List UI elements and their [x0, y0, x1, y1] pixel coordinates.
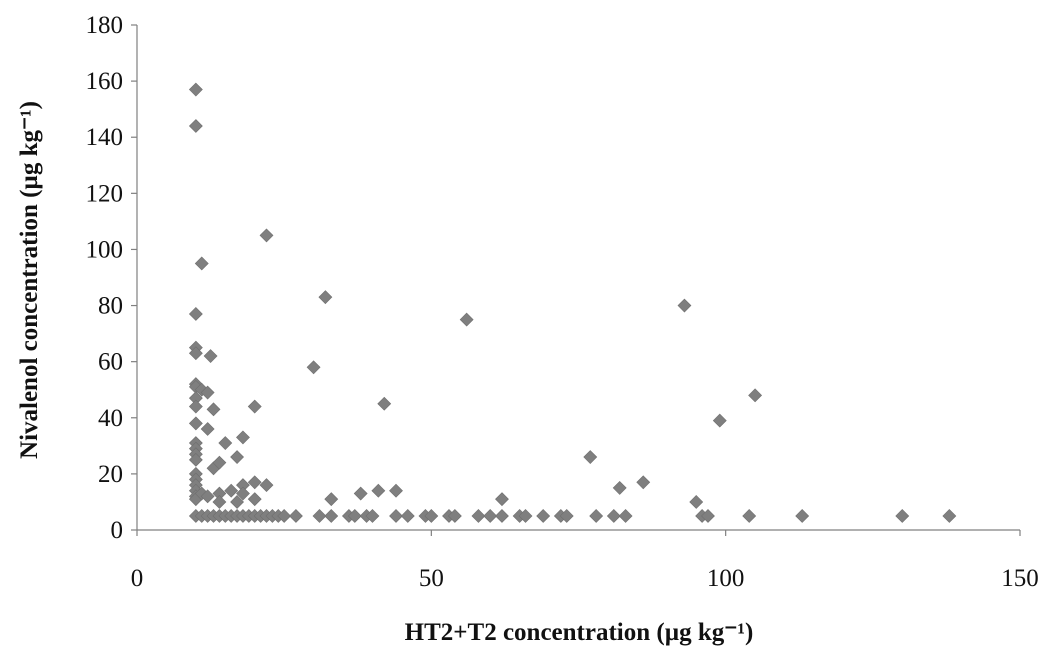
data-point	[200, 489, 215, 504]
data-point	[495, 509, 509, 523]
data-point	[347, 509, 362, 523]
data-point	[194, 256, 209, 271]
data-point	[471, 509, 486, 523]
data-point	[483, 509, 498, 523]
data-point	[618, 509, 633, 523]
data-point	[236, 486, 250, 501]
data-point	[212, 495, 227, 509]
data-point	[259, 228, 274, 243]
data-point	[230, 495, 244, 509]
data-point	[389, 483, 403, 498]
data-point	[795, 509, 810, 523]
data-point	[518, 509, 533, 523]
data-point	[677, 298, 692, 313]
x-axis-title: HT2+T2 concentration (µg kg⁻¹)	[405, 619, 754, 646]
x-tick-label: 100	[707, 565, 745, 592]
data-point	[247, 399, 262, 414]
data-point	[400, 509, 415, 523]
y-tick-label: 20	[98, 461, 123, 488]
y-tick-label: 180	[86, 12, 124, 39]
data-point	[324, 492, 339, 507]
x-tick-label: 50	[419, 565, 444, 592]
data-point	[312, 509, 327, 523]
data-point	[188, 452, 203, 467]
data-point	[188, 346, 203, 361]
data-point	[188, 307, 203, 321]
y-tick-label: 40	[98, 405, 123, 432]
data-point	[748, 388, 763, 403]
data-point	[224, 483, 239, 498]
data-point	[365, 509, 380, 523]
data-point	[589, 509, 604, 523]
data-point	[259, 478, 274, 493]
data-point	[212, 455, 227, 470]
data-point	[559, 509, 574, 523]
data-point	[200, 385, 215, 400]
data-point	[200, 422, 215, 436]
x-tick-label: 150	[1001, 565, 1039, 592]
data-point	[689, 495, 704, 509]
data-points	[188, 82, 957, 523]
data-point	[306, 360, 321, 375]
data-point	[289, 509, 303, 523]
data-point	[606, 509, 621, 523]
y-tick-label: 160	[86, 68, 124, 95]
data-point	[742, 509, 757, 523]
data-point	[583, 450, 598, 464]
data-point	[895, 509, 910, 523]
y-tick-label: 140	[86, 124, 124, 151]
axes	[131, 24, 1021, 536]
data-point	[459, 312, 474, 327]
data-point	[536, 509, 551, 523]
data-point	[188, 82, 203, 97]
data-point	[206, 402, 221, 417]
data-point	[236, 430, 250, 445]
data-point	[188, 119, 203, 133]
y-axis-title: Nivalenol concentration (µg kg⁻¹)	[16, 101, 43, 459]
data-point	[203, 349, 218, 363]
data-point	[701, 509, 715, 523]
data-point	[495, 492, 509, 507]
y-tick-labels: 0 20 40 60 80 100 120 140 160 180	[86, 12, 124, 544]
data-point	[318, 290, 333, 305]
data-point	[612, 480, 627, 495]
y-tick-label: 120	[86, 180, 124, 207]
x-tick-labels: 0 50 100 150	[131, 565, 1039, 592]
data-point	[218, 436, 233, 450]
data-point	[230, 450, 244, 464]
y-tick-label: 100	[86, 236, 124, 263]
data-point	[247, 475, 262, 490]
data-point	[188, 399, 203, 414]
data-point	[353, 486, 368, 501]
data-point	[324, 509, 339, 523]
data-point	[188, 416, 203, 431]
data-point	[389, 509, 403, 523]
data-point	[636, 475, 651, 490]
data-point	[424, 509, 439, 523]
data-point	[371, 483, 386, 498]
y-tick-label: 60	[98, 349, 123, 376]
y-tick-label: 80	[98, 293, 123, 320]
data-point	[712, 413, 727, 428]
data-point	[377, 396, 392, 411]
data-point	[247, 492, 262, 507]
data-point	[277, 509, 292, 523]
data-point	[942, 509, 957, 523]
y-tick-label: 0	[111, 517, 124, 544]
x-tick-label: 0	[131, 565, 144, 592]
data-point	[447, 509, 462, 523]
